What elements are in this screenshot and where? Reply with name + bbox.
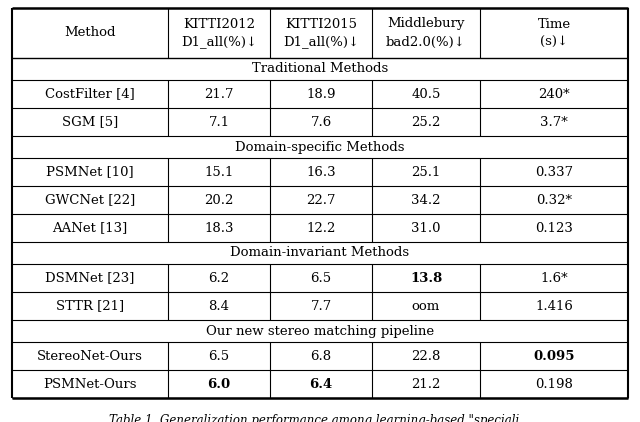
Text: 21.7: 21.7 <box>204 87 234 100</box>
Text: 21.2: 21.2 <box>412 378 441 390</box>
Text: KITTI2015: KITTI2015 <box>285 17 357 30</box>
Text: 12.2: 12.2 <box>307 222 336 235</box>
Text: 7.1: 7.1 <box>209 116 230 129</box>
Text: DSMNet [23]: DSMNet [23] <box>45 271 134 284</box>
Text: 22.8: 22.8 <box>412 349 441 362</box>
Text: 16.3: 16.3 <box>306 165 336 179</box>
Text: Method: Method <box>64 27 116 40</box>
Text: 15.1: 15.1 <box>204 165 234 179</box>
Text: 20.2: 20.2 <box>204 194 234 206</box>
Text: Middlebury: Middlebury <box>387 17 465 30</box>
Text: 22.7: 22.7 <box>307 194 336 206</box>
Text: 8.4: 8.4 <box>209 300 230 313</box>
Text: PSMNet-Ours: PSMNet-Ours <box>44 378 137 390</box>
Text: 6.5: 6.5 <box>209 349 230 362</box>
Text: 0.123: 0.123 <box>535 222 573 235</box>
Text: bad2.0(%)↓: bad2.0(%)↓ <box>386 35 466 49</box>
Text: 6.0: 6.0 <box>207 378 230 390</box>
Text: STTR [21]: STTR [21] <box>56 300 124 313</box>
Text: 25.2: 25.2 <box>412 116 441 129</box>
Text: 25.1: 25.1 <box>412 165 441 179</box>
Text: 31.0: 31.0 <box>412 222 441 235</box>
Text: D1_all(%)↓: D1_all(%)↓ <box>283 35 359 49</box>
Text: AANet [13]: AANet [13] <box>52 222 127 235</box>
Text: 7.6: 7.6 <box>310 116 332 129</box>
Text: KITTI2012: KITTI2012 <box>183 17 255 30</box>
Text: Domain-invariant Methods: Domain-invariant Methods <box>230 246 410 260</box>
Text: 0.198: 0.198 <box>535 378 573 390</box>
Text: 0.32*: 0.32* <box>536 194 572 206</box>
Text: Traditional Methods: Traditional Methods <box>252 62 388 76</box>
Text: 6.8: 6.8 <box>310 349 332 362</box>
Text: StereoNet-Ours: StereoNet-Ours <box>37 349 143 362</box>
Text: SGM [5]: SGM [5] <box>62 116 118 129</box>
Text: (s)↓: (s)↓ <box>540 35 568 49</box>
Text: GWCNet [22]: GWCNet [22] <box>45 194 135 206</box>
Text: D1_all(%)↓: D1_all(%)↓ <box>181 35 257 49</box>
Text: Time: Time <box>538 17 571 30</box>
Text: oom: oom <box>412 300 440 313</box>
Text: 34.2: 34.2 <box>412 194 441 206</box>
Text: 7.7: 7.7 <box>310 300 332 313</box>
Text: 18.9: 18.9 <box>307 87 336 100</box>
Text: 0.337: 0.337 <box>535 165 573 179</box>
Text: CostFilter [4]: CostFilter [4] <box>45 87 135 100</box>
Text: 240*: 240* <box>538 87 570 100</box>
Text: 1.6*: 1.6* <box>540 271 568 284</box>
Text: 18.3: 18.3 <box>204 222 234 235</box>
Text: Table 1. Generalization performance among learning-based "speciali...: Table 1. Generalization performance amon… <box>109 414 531 422</box>
Text: 6.2: 6.2 <box>209 271 230 284</box>
Text: Our new stereo matching pipeline: Our new stereo matching pipeline <box>206 325 434 338</box>
Text: 0.095: 0.095 <box>533 349 575 362</box>
Text: 1.416: 1.416 <box>535 300 573 313</box>
Text: 6.4: 6.4 <box>309 378 333 390</box>
Text: 3.7*: 3.7* <box>540 116 568 129</box>
Text: 6.5: 6.5 <box>310 271 332 284</box>
Text: 13.8: 13.8 <box>410 271 442 284</box>
Text: 40.5: 40.5 <box>412 87 441 100</box>
Text: PSMNet [10]: PSMNet [10] <box>46 165 134 179</box>
Text: Domain-specific Methods: Domain-specific Methods <box>236 141 404 154</box>
